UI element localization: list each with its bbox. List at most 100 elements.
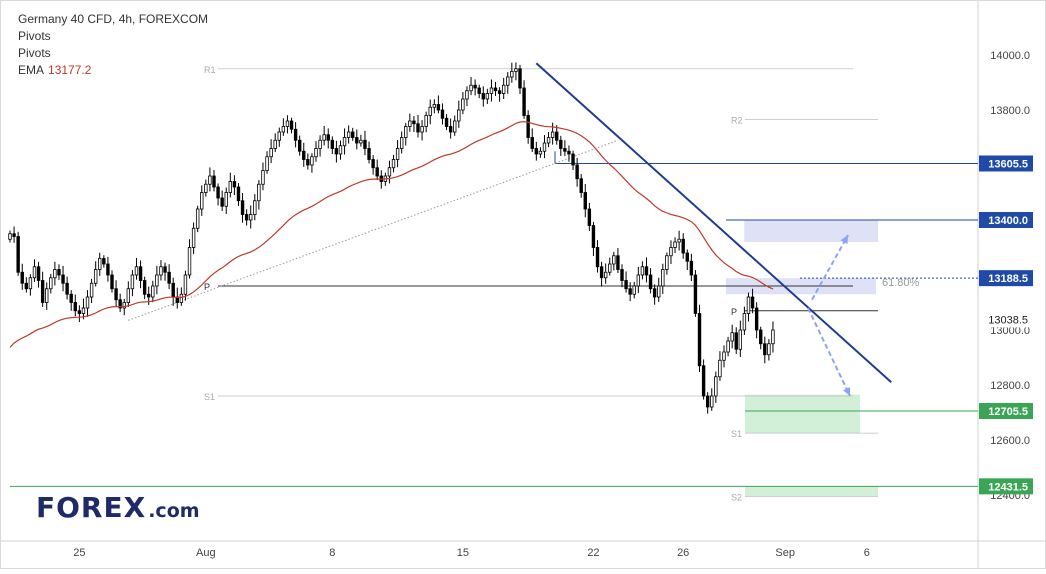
- candle-body-up: [771, 329, 775, 345]
- candle-body-up: [538, 150, 543, 155]
- candle-body-down: [12, 233, 16, 237]
- candle-body-down: [477, 87, 481, 94]
- candle-body-up: [224, 192, 228, 207]
- candle: [767, 339, 771, 361]
- candle: [212, 169, 216, 192]
- candle: [261, 162, 265, 191]
- candle: [338, 140, 343, 160]
- candle: [277, 127, 281, 147]
- candles-group: [8, 62, 775, 414]
- candle-body-down: [567, 150, 571, 155]
- candle-body-down: [436, 104, 441, 111]
- bearish-scenario-arrow-head: [842, 387, 851, 396]
- candle: [469, 77, 473, 96]
- logo-main: FOREX: [36, 491, 147, 524]
- candle: [734, 327, 738, 354]
- candle: [73, 294, 77, 317]
- candle-body-down: [644, 266, 649, 276]
- candle-body-up: [714, 376, 718, 397]
- candle-body-up: [208, 175, 212, 185]
- candle-body-down: [555, 131, 559, 141]
- price-tag-12705.5: [979, 402, 1033, 419]
- candle-body-down: [40, 280, 45, 303]
- candle-body-down: [591, 225, 596, 248]
- candle-body-up: [183, 274, 188, 295]
- candle: [24, 277, 29, 293]
- candle-body-down: [473, 84, 477, 89]
- candle-body-up: [718, 359, 722, 378]
- candle: [657, 277, 661, 302]
- candle: [673, 237, 677, 253]
- candle-body-down: [216, 186, 220, 199]
- candle: [16, 231, 20, 276]
- candle-body-up: [249, 214, 253, 221]
- candle: [461, 92, 465, 115]
- price-tag-label: 12705.5: [988, 406, 1028, 418]
- rising-trendline: [128, 139, 619, 321]
- candle-body-up: [122, 302, 126, 309]
- candle-body-up: [98, 258, 102, 270]
- candle: [591, 221, 596, 257]
- candle-body-up: [603, 271, 608, 279]
- candle-body-up: [261, 170, 265, 185]
- x-tick-label: 22: [587, 547, 599, 559]
- candle-body-down: [685, 252, 689, 262]
- candle-body-down: [701, 365, 706, 397]
- candle: [681, 233, 685, 259]
- candle-body-up: [342, 137, 347, 147]
- candle: [53, 261, 57, 286]
- candle: [746, 292, 751, 322]
- candle: [448, 118, 453, 139]
- candle: [722, 345, 726, 368]
- candle-body-down: [522, 87, 526, 116]
- candle: [738, 320, 743, 357]
- candle-body-down: [481, 93, 485, 100]
- candle-body-down: [232, 181, 237, 188]
- candle-body-down: [367, 148, 371, 160]
- candle-body-down: [693, 274, 698, 314]
- candle: [114, 280, 118, 307]
- candle-body-up: [542, 142, 547, 152]
- candle-body-up: [632, 285, 636, 295]
- candle-body-down: [147, 293, 151, 298]
- candle: [395, 139, 400, 168]
- candle-body-up: [285, 120, 290, 127]
- candle-body-up: [730, 332, 734, 342]
- candle-body-up: [159, 266, 163, 276]
- candle: [155, 265, 159, 295]
- candle-body-up: [501, 84, 506, 94]
- candle: [697, 304, 702, 373]
- candle: [204, 179, 208, 197]
- candle: [102, 255, 106, 268]
- candle-body-up: [640, 266, 645, 276]
- candle-body-down: [306, 159, 310, 166]
- candle-body-up: [346, 131, 351, 138]
- candle-body-down: [240, 200, 245, 215]
- candle-body-down: [220, 197, 224, 207]
- candle-body-down: [579, 178, 583, 193]
- candle-body-down: [534, 148, 539, 155]
- candle-body-down: [416, 123, 420, 133]
- ema-label: EMA: [18, 63, 45, 77]
- candle: [608, 257, 612, 276]
- candle: [457, 100, 461, 128]
- candle-body-up: [253, 200, 257, 215]
- candle: [559, 135, 563, 156]
- candle-body-down: [102, 258, 106, 265]
- candle-body-down: [171, 282, 175, 298]
- candle-body-down: [624, 280, 628, 290]
- candle-body-down: [530, 137, 534, 149]
- candle-body-up: [45, 288, 49, 303]
- candle: [257, 180, 261, 210]
- candle-body-up: [661, 269, 665, 287]
- candle-body-down: [734, 332, 738, 350]
- candle: [432, 99, 437, 114]
- candle: [85, 290, 90, 317]
- candle-body-up: [257, 183, 261, 202]
- candle: [481, 86, 485, 107]
- pivot-new-s1-label: S1: [731, 429, 742, 439]
- candle: [750, 288, 755, 314]
- candle: [714, 371, 718, 403]
